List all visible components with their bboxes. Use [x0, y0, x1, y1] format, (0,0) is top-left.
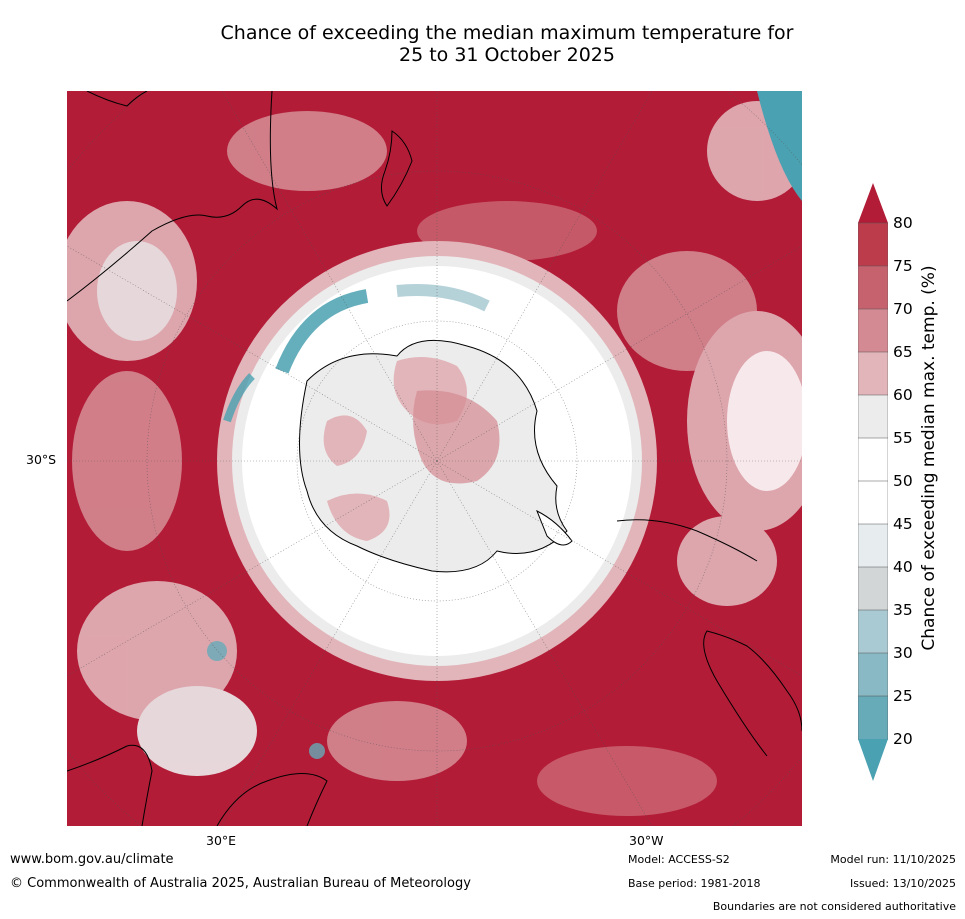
colorbar-band [858, 308, 888, 353]
colorbar-tick-label: 50 [893, 472, 913, 490]
teal-corner [757, 91, 802, 201]
colorbar-tick-label: 70 [893, 300, 913, 318]
title-line-2: 25 to 31 October 2025 [399, 44, 615, 66]
footer-issued: Issued: 13/10/2025 [849, 877, 956, 890]
coastlines [67, 91, 802, 826]
longitude-label-30w: 30°W [629, 833, 664, 848]
footer-base-period: Base period: 1981-2018 [628, 877, 761, 890]
colorbar-tick-label: 60 [893, 386, 913, 404]
footer-url: www.bom.gov.au/climate [10, 852, 174, 867]
colorbar-tick-label: 80 [893, 214, 913, 232]
colorbar [858, 183, 888, 781]
footer-model-run: Model run: 11/10/2025 [830, 853, 956, 866]
colorbar-tick-label: 65 [893, 343, 913, 361]
colorbar-band [858, 265, 888, 310]
colorbar-band [858, 523, 888, 568]
map-title: Chance of exceeding the median maximum t… [100, 22, 914, 66]
probability-map [67, 91, 802, 826]
colorbar-tick-label: 75 [893, 257, 913, 275]
colorbar-band [858, 437, 888, 482]
colorbar-band [858, 609, 888, 654]
longitude-label-30e: 30°E [206, 833, 237, 848]
footer-copyright: © Commonwealth of Australia 2025, Austra… [10, 876, 471, 891]
colorbar-band [858, 480, 888, 525]
map-svg [67, 91, 802, 826]
footer-model: Model: ACCESS-S2 [628, 853, 730, 866]
colorbar-tick-label: 20 [893, 730, 913, 748]
colorbar-top-extension [858, 183, 888, 223]
colorbar-steps [858, 222, 888, 740]
colorbar-band [858, 566, 888, 611]
latitude-label-30s: 30°S [26, 452, 57, 467]
colorbar-tick-label: 30 [893, 644, 913, 662]
colorbar-tick-label: 25 [893, 687, 913, 705]
colorbar-band [858, 652, 888, 697]
colorbar-tick-label: 55 [893, 429, 913, 447]
colorbar-tick-label: 35 [893, 601, 913, 619]
colorbar-bottom-extension [858, 739, 888, 781]
graticule [67, 91, 802, 826]
antarctica [299, 339, 573, 573]
colorbar-tick-label: 45 [893, 515, 913, 533]
colorbar-band [858, 394, 888, 439]
colorbar-tick-label: 40 [893, 558, 913, 576]
footer-boundaries-note: Boundaries are not considered authoritat… [712, 900, 956, 913]
title-line-1: Chance of exceeding the median maximum t… [220, 22, 794, 44]
colorbar-band [858, 695, 888, 740]
colorbar-title-text: Chance of exceeding median max. temp. (%… [919, 265, 939, 651]
colorbar-band [858, 222, 888, 267]
colorbar-band [858, 351, 888, 396]
field-mottle [67, 101, 802, 816]
